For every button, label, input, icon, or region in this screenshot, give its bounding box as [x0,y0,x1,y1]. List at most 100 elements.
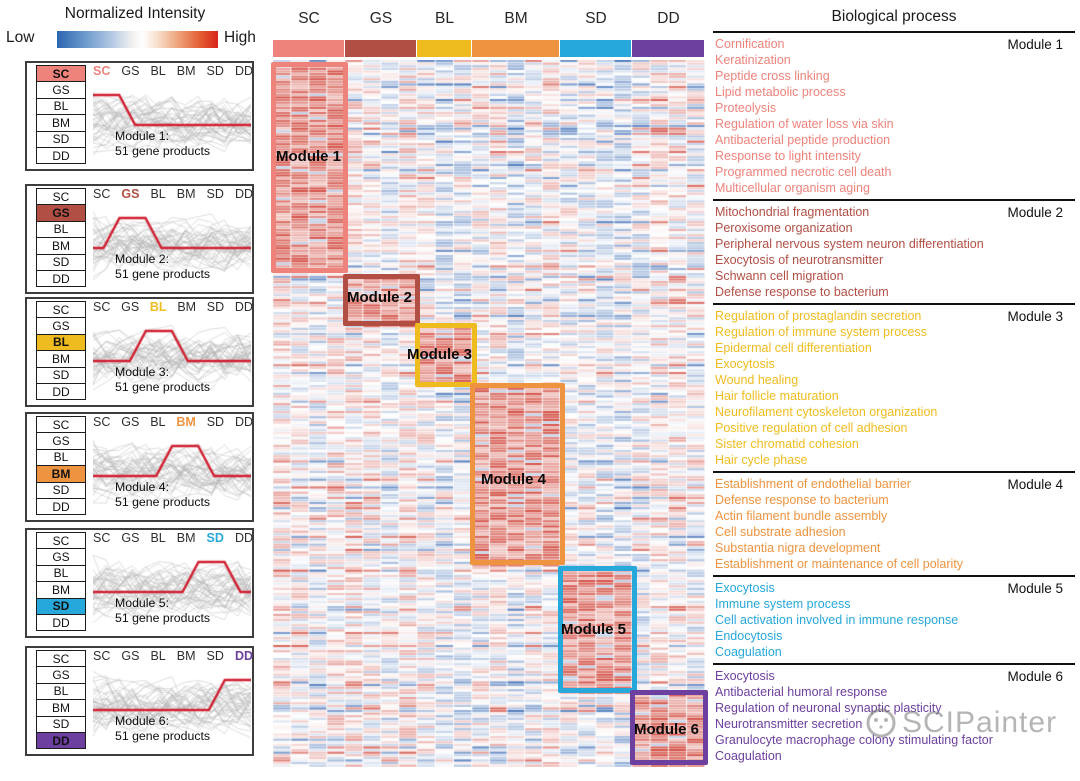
bio-process-item: Peroxisome organization [715,221,853,235]
stage-cell: BL [36,220,86,239]
module-caption-title: Module 2: [115,252,170,266]
bio-module-label: Module 2 [1007,205,1063,220]
bio-process-item: Sister chromatid cohesion [715,437,859,451]
bio-process-item: Antibacterial humoral response [715,685,888,699]
heatmap-column-header: SC [298,10,320,27]
module-caption: Module 1: 51 gene products [115,129,210,159]
bio-process-item: Cornification [715,37,785,51]
module-panel: SC GS BL BM SD DD SC GS BL BM SD DD Module 4: 51 gene… [25,412,254,522]
heatmap-stage-color-segment [632,40,704,57]
module-caption: Module 6: 51 gene products [115,714,210,744]
module-caption: Module 4: 51 gene products [115,480,210,510]
plot-stage-label: SC [93,187,111,201]
bio-process-item: Hair follicle maturation [715,389,839,403]
stage-row: SD [36,481,86,499]
module-profile-plot: SC GS BL BM SD DD Module 2: 51 gene products [93,186,253,292]
heatmap-module-label: Module 4 [481,471,547,488]
bio-process-item: Multicellular organism aging [715,181,870,195]
plot-stage-label: SC [93,415,111,429]
heatmap-module-box [630,690,708,765]
profile-lines-canvas [93,663,251,751]
bio-process-item: Substantia nigra development [715,541,881,555]
heatmap-module-box [415,323,477,387]
bio-process-item: Regulation of water loss via skin [715,117,894,131]
heatmap-stage-color-segment [417,40,471,57]
bio-process-item: Coagulation [715,645,782,659]
bio-process-item: Epidermal cell differentiation [715,341,872,355]
stage-row: GS [36,204,86,222]
stage-row: BL [36,682,86,701]
bio-process-item: Keratinization [715,53,791,67]
plot-stage-labels: SC GS BL BM SD DD [93,415,253,429]
stage-cell: SC [36,187,86,206]
heatmap-stage-color-segment [560,40,631,57]
stage-row: BL [36,97,86,116]
stage-cell: BL [36,97,86,116]
bio-process-item: Hair cycle phase [715,453,808,467]
module-caption-subtitle: 51 gene products [115,729,211,743]
bio-section: Module 1 Cornification Keratinization Pepti… [713,33,1075,201]
stage-cell: GS [36,548,86,566]
plot-stage-label: SD [206,187,224,201]
bio-process-item: Exocytosis [715,581,775,595]
bio-section: Module 6 Exocytosis Antibacterial humoral … [713,665,1075,767]
bio-process-item: Establishment of endothelial barrier [715,477,911,491]
bio-process-item: Peripheral nervous system neuron differe… [715,237,984,251]
stage-cell: GS [36,317,86,335]
module-caption-subtitle: 51 gene products [115,380,211,394]
stage-row: DD [36,146,86,165]
module-panel: SC GS BL BM SD DD SC GS BL BM SD DD Module 6: 51 gene… [25,646,254,756]
heatmap-module-box [343,274,420,326]
plot-stage-label: BM [176,649,196,663]
stage-cell: BL [36,333,86,352]
plot-stage-labels: SC GS BL BM SD DD [93,64,253,78]
module-panel: SC GS BL BM SD DD SC GS BL BM SD DD Module 2: 51 gene… [25,184,254,294]
module-caption-title: Module 4: [115,480,170,494]
stage-cell: SD [36,130,86,148]
stage-row: GS [36,81,86,99]
legend-high-label: High [224,29,256,46]
bio-section: Module 3 Regulation of prostaglandin secr… [713,305,1075,473]
heatmap-module-label: Module 2 [347,289,413,306]
bio-process-item: Immune system process [715,597,851,611]
stage-table: SC GS BL BM SD DD [36,649,86,750]
stage-row: SC [36,415,86,434]
module-caption-subtitle: 51 gene products [115,267,211,281]
heatmap-column-header: DD [657,10,680,27]
stage-row: GS [36,666,86,684]
bio-section: Module 5 Exocytosis Immune system process C… [713,577,1075,665]
stage-cell: BM [36,581,86,599]
profile-lines-canvas [93,545,251,633]
plot-stage-label: SC [93,649,111,663]
bio-process-item: Exocytosis [715,357,775,371]
heatmap-module-box [470,383,565,565]
plot-stage-label: GS [121,531,140,545]
bio-process-item: Positive regulation of cell adhesion [715,421,908,435]
plot-stage-label: BM [176,64,196,78]
plot-stage-label: DD [234,300,253,314]
heatmap-module-label: Module 1 [276,148,342,165]
stage-row: SD [36,715,86,733]
bio-process-item: Antibacterial peptide production [715,133,891,147]
stage-row: DD [36,613,86,632]
bio-process-item: Granulocyte macrophage colony stimulatin… [715,733,993,747]
bio-module-label: Module 6 [1007,669,1063,684]
bio-module-label: Module 3 [1007,309,1063,324]
bio-module-label: Module 1 [1007,37,1063,52]
plot-stage-label: BL [150,415,166,429]
stage-cell: SD [36,253,86,271]
legend-title: Normalized Intensity [64,5,206,22]
plot-stage-label: DD [234,415,253,429]
stage-cell: SC [36,649,86,668]
plot-stage-label: DD [234,531,253,545]
stage-row: BM [36,114,86,132]
bio-process-item: Exocytosis of neurotransmitter [715,253,884,267]
stage-cell: SC [36,531,86,550]
stage-row: SD [36,130,86,148]
plot-stage-label: BL [149,300,167,314]
stage-cell: SC [36,64,86,83]
stage-row: SC [36,649,86,668]
stage-row: DD [36,269,86,288]
plot-stage-label: BL [150,531,166,545]
legend-low-label: Low [6,29,35,46]
